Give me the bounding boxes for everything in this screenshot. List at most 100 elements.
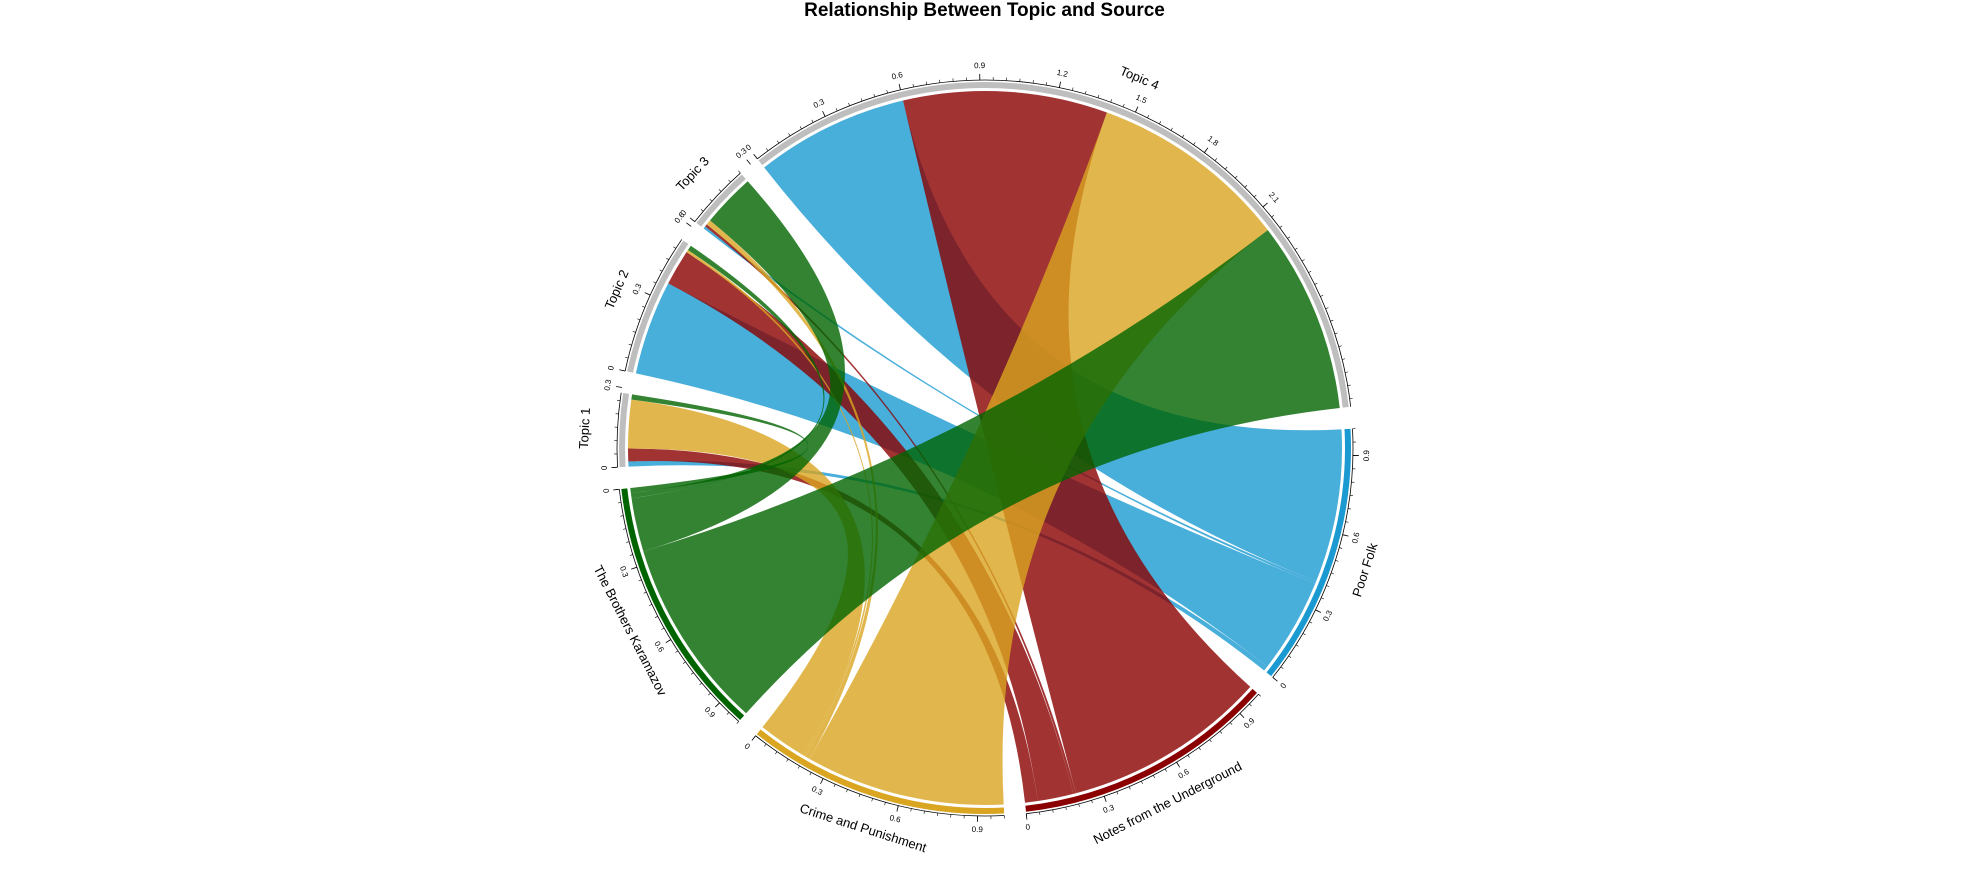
minor-tick	[1045, 82, 1048, 86]
chord-link-poor-folk-topic-4	[764, 100, 1342, 582]
tick-label: 0.6	[891, 70, 904, 81]
tick-label: 0	[606, 364, 616, 371]
chord-link-notes-from-the-underground-topic-2	[668, 252, 1074, 802]
major-tick	[619, 369, 626, 372]
tick-label: 0.3	[602, 378, 613, 391]
minor-tick	[709, 198, 713, 202]
minor-tick	[1097, 94, 1100, 98]
major-tick	[714, 702, 720, 708]
chord-link-the-brothers-karamazov-topic-4	[643, 230, 1340, 714]
minor-tick	[1072, 87, 1074, 91]
minor-tick	[788, 133, 791, 137]
minor-tick	[638, 579, 642, 582]
minor-tick	[700, 209, 704, 212]
sector-track-crime-and-punishment	[756, 729, 1005, 815]
minor-tick	[1342, 358, 1346, 360]
major-tick	[820, 778, 824, 785]
minor-tick	[1193, 142, 1196, 145]
minor-tick	[659, 269, 663, 272]
minor-tick	[726, 712, 730, 715]
minor-tick	[1347, 384, 1351, 386]
tick-label: 0.6	[1350, 531, 1361, 544]
tick-label: 0	[1278, 681, 1288, 691]
sector-label-topic-1: Topic 1	[576, 407, 593, 449]
minor-tick	[642, 305, 646, 308]
tick-label: 0.3	[618, 565, 630, 579]
tick-label: 0	[744, 142, 753, 152]
minor-tick	[632, 331, 636, 333]
minor-tick	[1338, 345, 1342, 347]
minor-tick	[799, 126, 802, 130]
major-tick	[1058, 81, 1061, 88]
sector-axis-notes-from-the-underground	[1026, 693, 1259, 815]
minor-tick	[1065, 806, 1067, 811]
tick-label: 0	[599, 466, 608, 471]
minor-tick	[1234, 175, 1238, 179]
chart-title: Relationship Between Topic and Source	[804, 0, 1165, 21]
tick-label: 0	[1025, 822, 1031, 832]
minor-tick	[1280, 666, 1284, 669]
minor-tick	[1335, 560, 1339, 562]
minor-tick	[1085, 90, 1087, 95]
minor-tick	[833, 784, 836, 788]
minor-tick	[775, 751, 778, 755]
minor-tick	[1331, 572, 1335, 575]
minor-tick	[629, 554, 633, 556]
minor-tick	[1164, 768, 1167, 772]
tick-label: 0.9	[703, 705, 718, 720]
major-tick	[644, 292, 651, 296]
minor-tick	[728, 179, 731, 183]
major-tick	[613, 488, 620, 491]
tick-label: 0.3	[1102, 803, 1116, 815]
sector-axis-topic-3	[694, 172, 741, 222]
minor-tick	[1249, 703, 1252, 707]
minor-tick	[1110, 99, 1113, 103]
minor-tick	[1159, 121, 1162, 125]
minor-tick	[1170, 127, 1173, 131]
major-tick	[631, 566, 637, 570]
minor-tick	[1309, 621, 1313, 624]
major-tick	[689, 217, 696, 222]
minor-tick	[1198, 747, 1201, 751]
minor-tick	[718, 189, 722, 192]
minor-tick	[1326, 585, 1330, 587]
tick-label: 0.9	[1242, 716, 1257, 731]
chord-link-the-brothers-karamazov-topic-3	[631, 181, 845, 552]
sector-label-poor-folk: Poor Folk	[1349, 541, 1380, 599]
major-tick	[686, 222, 692, 227]
minor-tick	[626, 541, 630, 543]
minor-tick	[649, 604, 652, 606]
minor-tick	[858, 794, 861, 798]
major-tick	[822, 110, 826, 117]
minor-tick	[846, 789, 848, 793]
tick-label: 0.3	[1321, 608, 1334, 622]
minor-tick	[884, 802, 886, 806]
minor-tick	[643, 591, 647, 594]
major-tick	[1204, 147, 1209, 153]
minor-tick	[1244, 185, 1248, 188]
minor-tick	[1345, 371, 1349, 373]
tick-label: 0	[601, 488, 611, 494]
minor-tick	[1078, 803, 1080, 807]
minor-tick	[622, 528, 627, 530]
minor-tick	[1321, 597, 1325, 600]
tick-label: 1.8	[1206, 134, 1221, 148]
major-tick	[896, 805, 899, 812]
sector-label-topic-3: Topic 3	[673, 154, 712, 194]
minor-tick	[1314, 282, 1318, 285]
minor-tick	[1279, 225, 1283, 228]
major-tick	[665, 639, 672, 644]
minor-tick	[628, 344, 632, 346]
minor-tick	[1225, 166, 1228, 170]
minor-tick	[1334, 332, 1338, 335]
major-tick	[1135, 106, 1139, 113]
sector-axis-topic-1	[616, 392, 622, 468]
tick-label: 0.9	[974, 61, 986, 70]
minor-tick	[625, 356, 629, 359]
major-tick	[753, 153, 758, 160]
minor-tick	[1330, 319, 1334, 322]
major-tick	[1262, 202, 1268, 208]
tick-label: 1.2	[1056, 68, 1069, 79]
minor-tick	[1229, 722, 1233, 725]
